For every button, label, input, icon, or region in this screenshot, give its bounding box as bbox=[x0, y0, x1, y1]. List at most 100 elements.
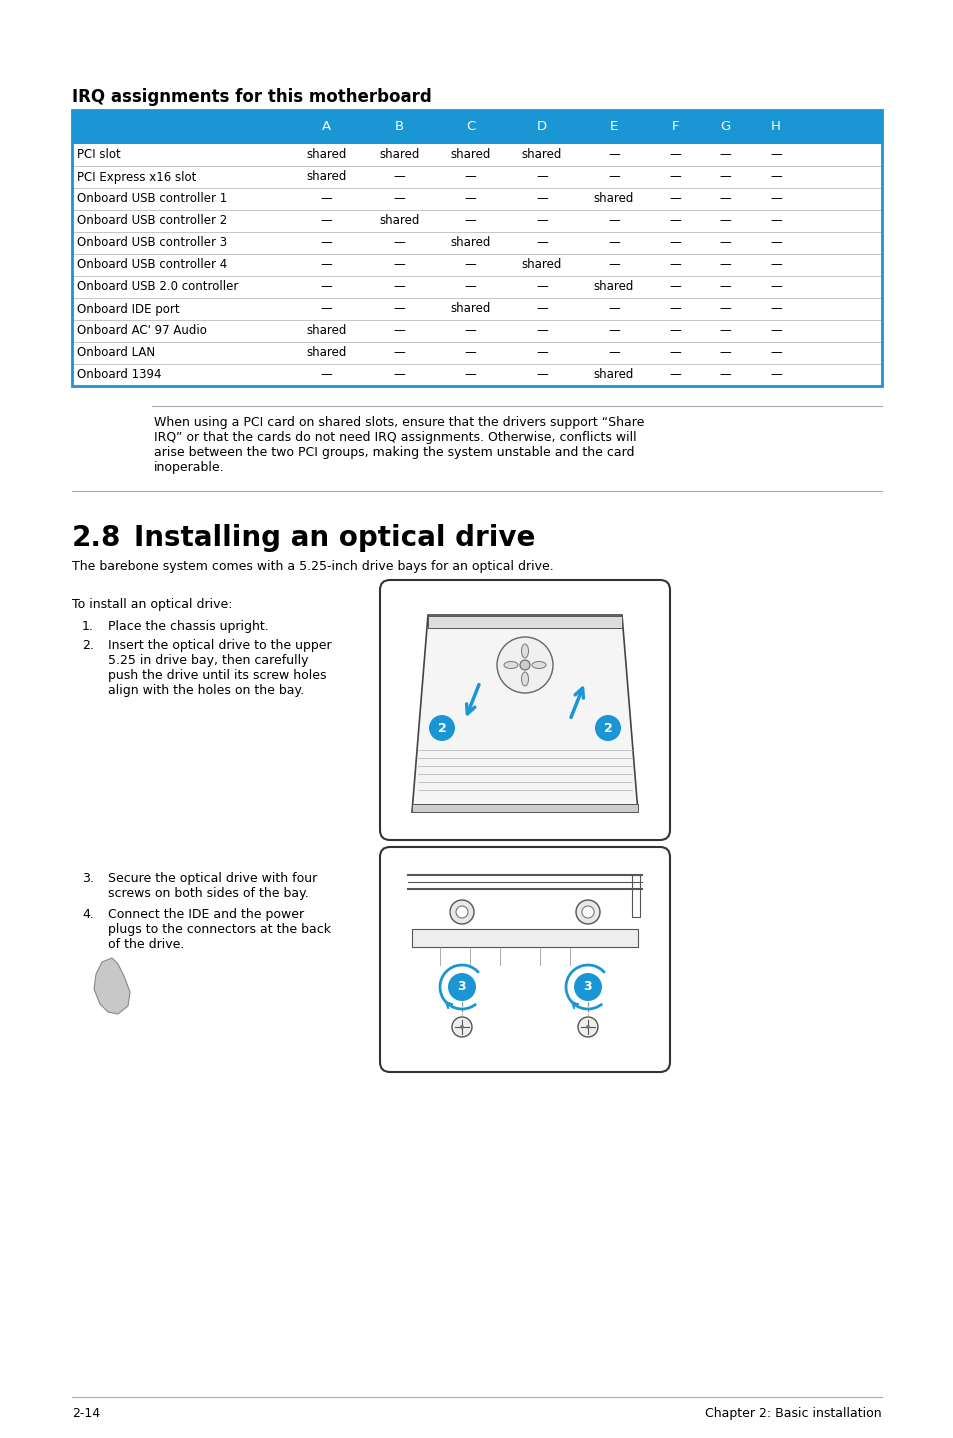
Text: —: — bbox=[769, 171, 781, 184]
Text: Onboard LAN: Onboard LAN bbox=[77, 347, 155, 360]
Text: shared: shared bbox=[450, 236, 490, 250]
Circle shape bbox=[450, 900, 474, 925]
Ellipse shape bbox=[532, 661, 545, 669]
Bar bbox=[428, 615, 621, 628]
Text: Connect the IDE and the power: Connect the IDE and the power bbox=[108, 907, 304, 920]
Bar bbox=[71, 232, 882, 255]
Circle shape bbox=[595, 715, 620, 741]
Text: —: — bbox=[536, 368, 547, 381]
Text: shared: shared bbox=[306, 347, 346, 360]
Bar bbox=[71, 298, 882, 321]
Text: —: — bbox=[720, 280, 731, 293]
Bar bbox=[71, 276, 882, 298]
Text: —: — bbox=[607, 302, 619, 315]
Text: shared: shared bbox=[521, 259, 561, 272]
Text: —: — bbox=[669, 171, 680, 184]
Text: —: — bbox=[769, 259, 781, 272]
Text: —: — bbox=[464, 347, 476, 360]
Text: Onboard USB controller 1: Onboard USB controller 1 bbox=[77, 193, 227, 206]
Bar bbox=[412, 804, 638, 812]
Text: D: D bbox=[537, 121, 546, 134]
Text: —: — bbox=[720, 171, 731, 184]
Text: C: C bbox=[465, 121, 475, 134]
Bar bbox=[71, 210, 882, 232]
Text: —: — bbox=[607, 236, 619, 250]
Text: —: — bbox=[720, 259, 731, 272]
Text: —: — bbox=[720, 302, 731, 315]
Circle shape bbox=[452, 1017, 472, 1037]
Text: shared: shared bbox=[450, 302, 490, 315]
Text: —: — bbox=[536, 214, 547, 227]
Bar bbox=[412, 929, 638, 948]
Text: —: — bbox=[669, 325, 680, 338]
Text: —: — bbox=[720, 148, 731, 161]
Text: —: — bbox=[536, 325, 547, 338]
Text: —: — bbox=[464, 193, 476, 206]
Text: IRQ assignments for this motherboard: IRQ assignments for this motherboard bbox=[71, 88, 432, 106]
Bar bbox=[71, 321, 882, 342]
Text: 2.8: 2.8 bbox=[71, 523, 121, 552]
Text: —: — bbox=[464, 280, 476, 293]
Text: —: — bbox=[393, 302, 405, 315]
Text: —: — bbox=[536, 280, 547, 293]
Text: —: — bbox=[769, 347, 781, 360]
Text: —: — bbox=[607, 214, 619, 227]
Text: —: — bbox=[464, 368, 476, 381]
Circle shape bbox=[497, 637, 553, 693]
Text: shared: shared bbox=[306, 325, 346, 338]
Text: —: — bbox=[720, 325, 731, 338]
Text: —: — bbox=[669, 280, 680, 293]
Text: —: — bbox=[393, 236, 405, 250]
Text: arise between the two PCI groups, making the system unstable and the card: arise between the two PCI groups, making… bbox=[153, 446, 634, 459]
Text: —: — bbox=[769, 148, 781, 161]
Circle shape bbox=[519, 660, 530, 670]
Text: —: — bbox=[720, 236, 731, 250]
Text: —: — bbox=[464, 325, 476, 338]
Text: 5.25 in drive bay, then carefully: 5.25 in drive bay, then carefully bbox=[108, 654, 308, 667]
Text: A: A bbox=[321, 121, 331, 134]
Text: —: — bbox=[607, 148, 619, 161]
Text: —: — bbox=[464, 259, 476, 272]
Text: shared: shared bbox=[593, 280, 634, 293]
Bar bbox=[71, 144, 882, 165]
Text: —: — bbox=[393, 280, 405, 293]
Text: Onboard USB 2.0 controller: Onboard USB 2.0 controller bbox=[77, 280, 238, 293]
Text: —: — bbox=[769, 236, 781, 250]
Text: —: — bbox=[669, 368, 680, 381]
Text: G: G bbox=[720, 121, 730, 134]
Text: —: — bbox=[607, 325, 619, 338]
Text: 2: 2 bbox=[603, 722, 612, 735]
Text: Onboard USB controller 4: Onboard USB controller 4 bbox=[77, 259, 227, 272]
Text: —: — bbox=[393, 259, 405, 272]
Text: 4.: 4. bbox=[82, 907, 93, 920]
Text: IRQ” or that the cards do not need IRQ assignments. Otherwise, conflicts will: IRQ” or that the cards do not need IRQ a… bbox=[153, 431, 636, 444]
Text: Onboard IDE port: Onboard IDE port bbox=[77, 302, 179, 315]
Ellipse shape bbox=[521, 644, 528, 659]
Text: —: — bbox=[320, 259, 332, 272]
Text: —: — bbox=[669, 347, 680, 360]
FancyBboxPatch shape bbox=[379, 847, 669, 1071]
Text: —: — bbox=[720, 347, 731, 360]
Circle shape bbox=[456, 906, 468, 917]
Text: —: — bbox=[720, 193, 731, 206]
Text: shared: shared bbox=[306, 148, 346, 161]
Circle shape bbox=[581, 906, 594, 917]
Text: shared: shared bbox=[450, 148, 490, 161]
Ellipse shape bbox=[503, 661, 517, 669]
Text: Onboard 1394: Onboard 1394 bbox=[77, 368, 161, 381]
Text: The barebone system comes with a 5.25-inch drive bays for an optical drive.: The barebone system comes with a 5.25-in… bbox=[71, 559, 553, 572]
Text: Onboard USB controller 3: Onboard USB controller 3 bbox=[77, 236, 227, 250]
Text: Onboard AC' 97 Audio: Onboard AC' 97 Audio bbox=[77, 325, 207, 338]
Text: —: — bbox=[393, 325, 405, 338]
Text: —: — bbox=[669, 259, 680, 272]
Text: 2.: 2. bbox=[82, 638, 93, 651]
Polygon shape bbox=[94, 958, 130, 1014]
Text: —: — bbox=[393, 193, 405, 206]
Text: —: — bbox=[669, 236, 680, 250]
Text: shared: shared bbox=[306, 171, 346, 184]
Text: —: — bbox=[320, 368, 332, 381]
Text: —: — bbox=[464, 214, 476, 227]
Text: Onboard USB controller 2: Onboard USB controller 2 bbox=[77, 214, 227, 227]
Text: PCI slot: PCI slot bbox=[77, 148, 121, 161]
FancyBboxPatch shape bbox=[379, 580, 669, 840]
